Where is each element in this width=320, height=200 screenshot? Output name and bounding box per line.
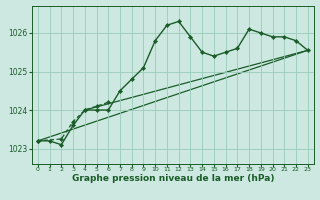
X-axis label: Graphe pression niveau de la mer (hPa): Graphe pression niveau de la mer (hPa) [72, 174, 274, 183]
